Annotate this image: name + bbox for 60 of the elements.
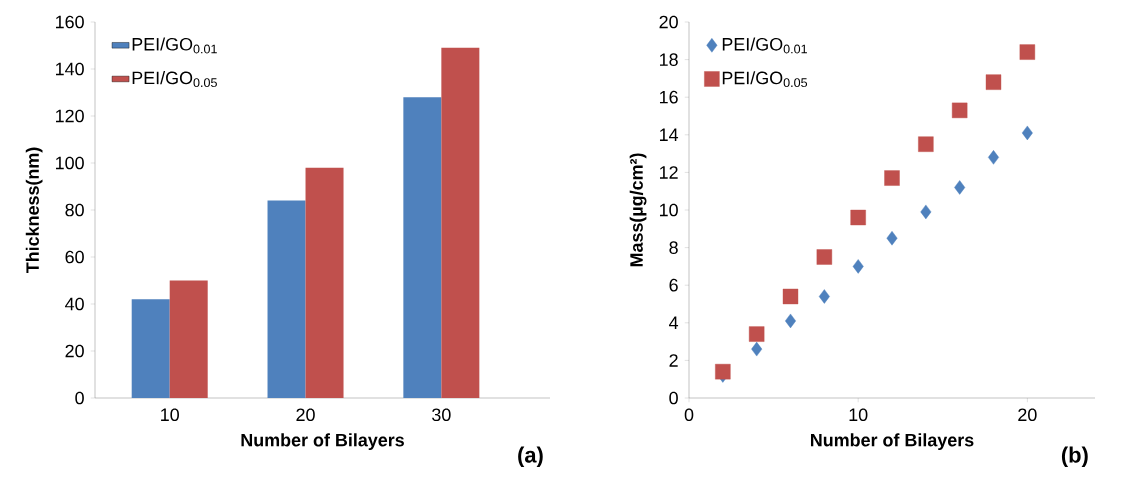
bar — [403, 97, 442, 398]
x-axis-title: Number of Bilayers — [810, 433, 974, 450]
y-tick-label: 20 — [659, 15, 678, 29]
y-axis-title: Mass(µg/cm²) — [629, 153, 647, 267]
point — [782, 288, 799, 305]
point — [954, 180, 966, 195]
x-tick-label: 30 — [432, 408, 451, 422]
text: (b) — [1061, 446, 1088, 468]
point — [852, 259, 864, 274]
y-tick-label: 2 — [669, 354, 678, 367]
point — [1019, 44, 1036, 60]
point — [920, 204, 932, 220]
x-axis-title: Number of Bilayers — [241, 433, 404, 450]
point — [850, 209, 866, 226]
point — [918, 136, 934, 152]
y-tick-label: 14 — [659, 128, 679, 141]
y-tick-label: 0 — [669, 391, 678, 405]
y-tick-label: 100 — [56, 156, 84, 170]
x-tick-label: 20 — [1018, 408, 1037, 422]
y-axis-title: Thickness(nm) — [25, 147, 43, 274]
legend-label: PEI/GO$_{0.05}$ — [722, 71, 808, 88]
y-tick-label: 16 — [659, 90, 678, 104]
point — [751, 341, 763, 357]
y-tick-label: 80 — [65, 203, 84, 217]
point — [818, 289, 830, 304]
x-tick-label: 20 — [296, 408, 315, 422]
y-tick-label: 6 — [669, 278, 678, 292]
bar — [305, 167, 344, 398]
point — [748, 326, 765, 342]
legend-label: PEI/GO$_{0.01}$ — [132, 37, 217, 54]
y-tick-label: 18 — [659, 53, 678, 66]
y-tick-label: 20 — [65, 344, 84, 358]
y-tick-label: 8 — [669, 241, 678, 254]
point — [951, 102, 968, 119]
text: (a) — [518, 446, 543, 468]
point — [1021, 125, 1033, 141]
legend-label: PEI/GO$_{0.05}$ — [132, 71, 217, 88]
y-tick-label: 10 — [659, 203, 678, 217]
x-tick-label: 10 — [849, 408, 868, 422]
y-tick-label: 4 — [669, 316, 679, 329]
bar — [169, 280, 208, 398]
point — [985, 74, 1002, 90]
bar — [131, 299, 170, 398]
bar — [441, 47, 480, 398]
y-tick-label: 40 — [65, 297, 84, 311]
legend-label: PEI/GO$_{0.01}$ — [722, 37, 807, 54]
x-tick-label: 0 — [684, 408, 694, 422]
point — [988, 150, 999, 165]
point — [715, 363, 731, 380]
y-tick-label: 12 — [659, 166, 678, 179]
y-tick-label: 60 — [65, 250, 84, 264]
point — [886, 231, 898, 246]
y-tick-label: 160 — [56, 15, 84, 29]
y-tick-label: 140 — [56, 62, 84, 76]
bar — [267, 200, 306, 398]
y-tick-label: 120 — [56, 109, 84, 123]
point — [816, 249, 833, 265]
x-tick-label: 10 — [161, 408, 179, 422]
point — [884, 170, 900, 186]
y-tick-label: 0 — [75, 391, 84, 405]
